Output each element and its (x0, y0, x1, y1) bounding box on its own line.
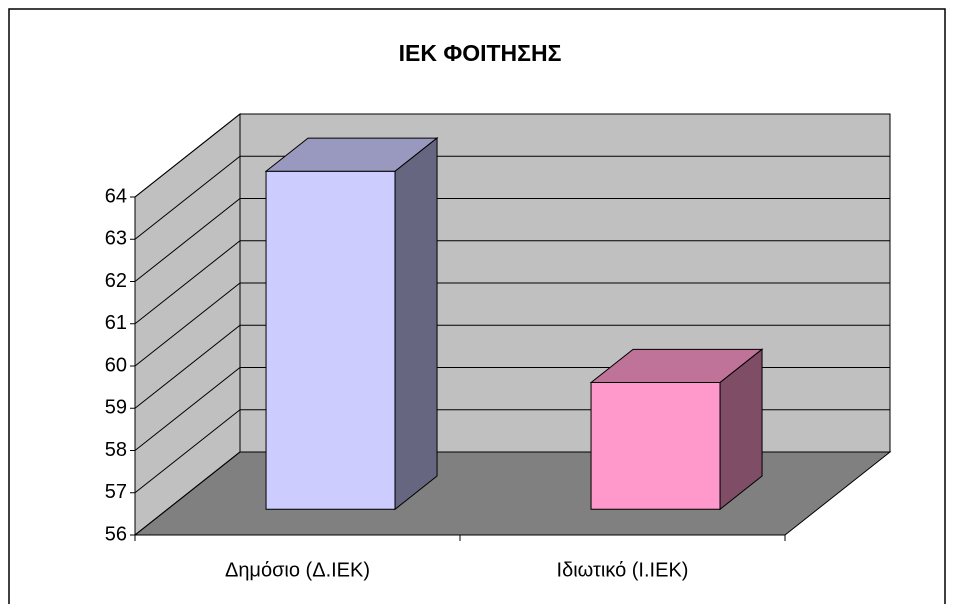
y-tick-label: 64 (105, 185, 127, 207)
y-tick-label: 61 (105, 312, 127, 334)
y-tick-label: 60 (105, 354, 127, 376)
grid-line (134, 324, 890, 409)
bar-front (265, 170, 396, 510)
bar-front (590, 382, 721, 510)
bar (589, 348, 764, 511)
chart-title: ΙΕΚ ΦΟΙΤΗΣΗΣ (399, 40, 562, 66)
y-tick-label: 58 (105, 439, 127, 461)
floor (133, 451, 892, 536)
bar-side (719, 348, 763, 511)
y-tick-label: 56 (105, 523, 127, 545)
bar (264, 137, 439, 511)
y-tick-label: 59 (105, 397, 127, 419)
grid-line (134, 113, 890, 198)
x-tick-label: Δημόσιο (Δ.ΙΕΚ) (225, 559, 370, 581)
grid-line (134, 198, 890, 282)
grid-line (134, 155, 890, 240)
grid-line (134, 282, 890, 367)
x-tick-label: Ιδιωτικό (Ι.ΙΕΚ) (557, 559, 689, 581)
bar-side (394, 137, 438, 511)
y-tick-label: 63 (105, 228, 127, 250)
grid-line (134, 240, 890, 325)
y-tick-label: 62 (105, 270, 127, 292)
y-tick-label: 57 (105, 481, 127, 503)
